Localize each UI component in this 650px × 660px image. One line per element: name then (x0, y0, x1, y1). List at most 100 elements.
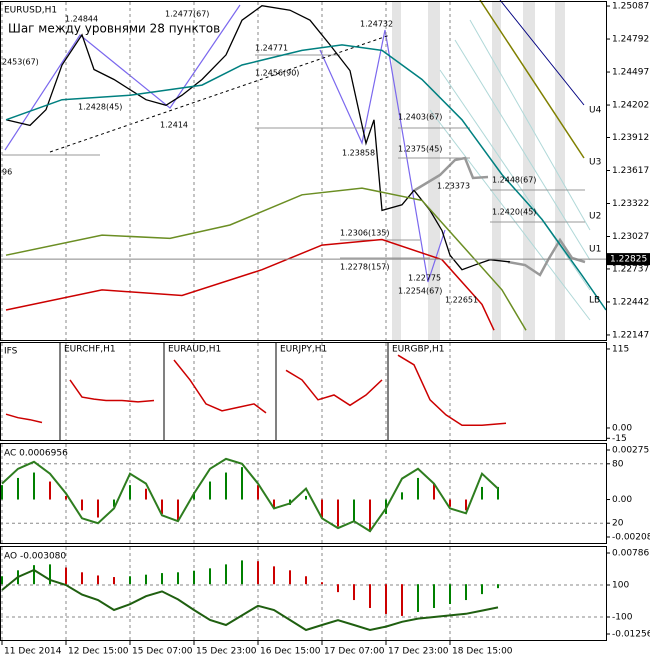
x-tick-label: 17 Dec 23:00 (388, 647, 449, 657)
y-tick-label: 1.23617 (612, 166, 649, 176)
y-tick-label: 1.22442 (612, 297, 649, 307)
series-line (173, 359, 267, 414)
histogram-bar (225, 472, 227, 500)
oscillator-line (1, 568, 499, 632)
price-annotation: 1.2306(135) (340, 229, 390, 238)
price-annotation: 1.2448(67) (492, 176, 536, 185)
series-line (397, 354, 507, 426)
x-tick-label: 15 Dec 07:00 (132, 647, 193, 657)
histogram-bar (161, 499, 163, 514)
histogram-bar (209, 568, 211, 585)
y-tick-label: 1.24792 (612, 35, 649, 45)
histogram-bar (369, 499, 371, 532)
x-tick-label: 15 Dec 23:00 (196, 647, 257, 657)
y-tick-label: 80 (612, 459, 624, 469)
histogram-bar (49, 564, 51, 585)
y-tick-label: 0.002753 (612, 446, 650, 456)
x-tick-label: 18 Dec 15:00 (452, 647, 513, 657)
histogram-bar (401, 584, 403, 616)
price-annotation: 1.2278(157) (340, 263, 390, 272)
y-tick-label: 100 (612, 581, 629, 591)
histogram-bar (273, 499, 275, 509)
histogram-bar (193, 570, 195, 585)
price-annotation: 1.2420(45) (492, 208, 536, 217)
price-annotation: 1.22651 (445, 296, 478, 305)
series-line (285, 369, 383, 407)
histogram-bar (353, 584, 355, 601)
histogram-bar (33, 472, 35, 500)
panel-frames (0, 1, 607, 641)
price-annotation: 1.2375(45) (398, 145, 442, 154)
histogram-bar (65, 567, 67, 585)
series-line (5, 44, 607, 311)
histogram-bar (433, 483, 435, 500)
panel-title: EURUSD,H1 (4, 6, 57, 16)
histogram-bar (433, 584, 435, 608)
histogram-bar (417, 584, 419, 612)
series-line (5, 5, 511, 271)
oscillator-line (1, 457, 499, 533)
x-tick-label: 16 Dec 15:00 (260, 647, 321, 657)
price-annotation: 1.24844 (65, 15, 98, 24)
histogram-bar (369, 584, 371, 608)
series-line (5, 413, 43, 424)
segment-label: EURGBP,H1 (392, 345, 444, 355)
y-tick-label: 1.22737 (612, 264, 649, 274)
price-annotation: 1.2477(67) (165, 10, 209, 19)
last-price-box (607, 253, 650, 266)
price-annotation: 1.22775 (408, 274, 441, 283)
histogram-bar (273, 566, 275, 585)
subtitle: Шаг между уровнями 28 пунктов (8, 22, 220, 36)
histogram-bar (97, 575, 99, 585)
segment-label: EURCHF,H1 (64, 345, 116, 355)
histogram-bar (465, 584, 467, 601)
histogram-bar (81, 572, 83, 585)
histogram-bar (113, 577, 115, 585)
panel-title: AC 0.0006956 (4, 449, 68, 459)
price-annotation: 1.23373 (437, 182, 470, 191)
histogram-bar (465, 499, 467, 511)
y-tick-label: 0.00 (612, 423, 632, 433)
price-annotation: 2453(67) (2, 58, 39, 67)
y-tick-label: 115 (612, 344, 629, 354)
histogram-bar (257, 485, 259, 500)
y-tick-label: 1.24497 (612, 68, 649, 78)
level-label: U2 (589, 212, 601, 222)
histogram-bar (481, 584, 483, 595)
histogram-bar (321, 582, 323, 585)
histogram-bar (193, 492, 195, 500)
histogram-bar (481, 486, 483, 500)
x-tick-label: 17 Dec 07:00 (324, 647, 385, 657)
histogram-bar (289, 570, 291, 585)
level-label: LB (589, 296, 600, 306)
panel-title: AO -0.003080 (4, 552, 66, 562)
histogram-bar (449, 584, 451, 605)
level-label: U1 (589, 245, 601, 255)
histogram-bar (1, 576, 3, 585)
y-tick-label: -0.012563 (612, 630, 650, 640)
histogram-bar (129, 576, 131, 585)
histogram-bar (161, 573, 163, 585)
histogram-bar (305, 576, 307, 585)
drawing-objects (2, 0, 591, 321)
histogram-bar (449, 499, 451, 507)
histogram-bar (401, 492, 403, 500)
histogram-bar (225, 564, 227, 585)
segment-label: EURAUD,H1 (168, 345, 221, 355)
histogram-bar (305, 495, 307, 500)
histogram-bar (113, 499, 115, 507)
x-tick-label: 12 Dec 15:00 (68, 647, 129, 657)
y-tick-label: -15 (612, 434, 627, 444)
histogram-bar (65, 495, 67, 500)
histogram-bar (497, 584, 499, 589)
histogram-bar (1, 485, 3, 500)
histogram-bar (33, 565, 35, 585)
histogram-bar (49, 481, 51, 500)
histogram-bar (337, 584, 339, 593)
histogram-bar (353, 499, 355, 522)
y-tick-label: -100 (612, 613, 633, 623)
histogram-bar (241, 467, 243, 500)
y-tick-label: 1.23322 (612, 199, 649, 209)
